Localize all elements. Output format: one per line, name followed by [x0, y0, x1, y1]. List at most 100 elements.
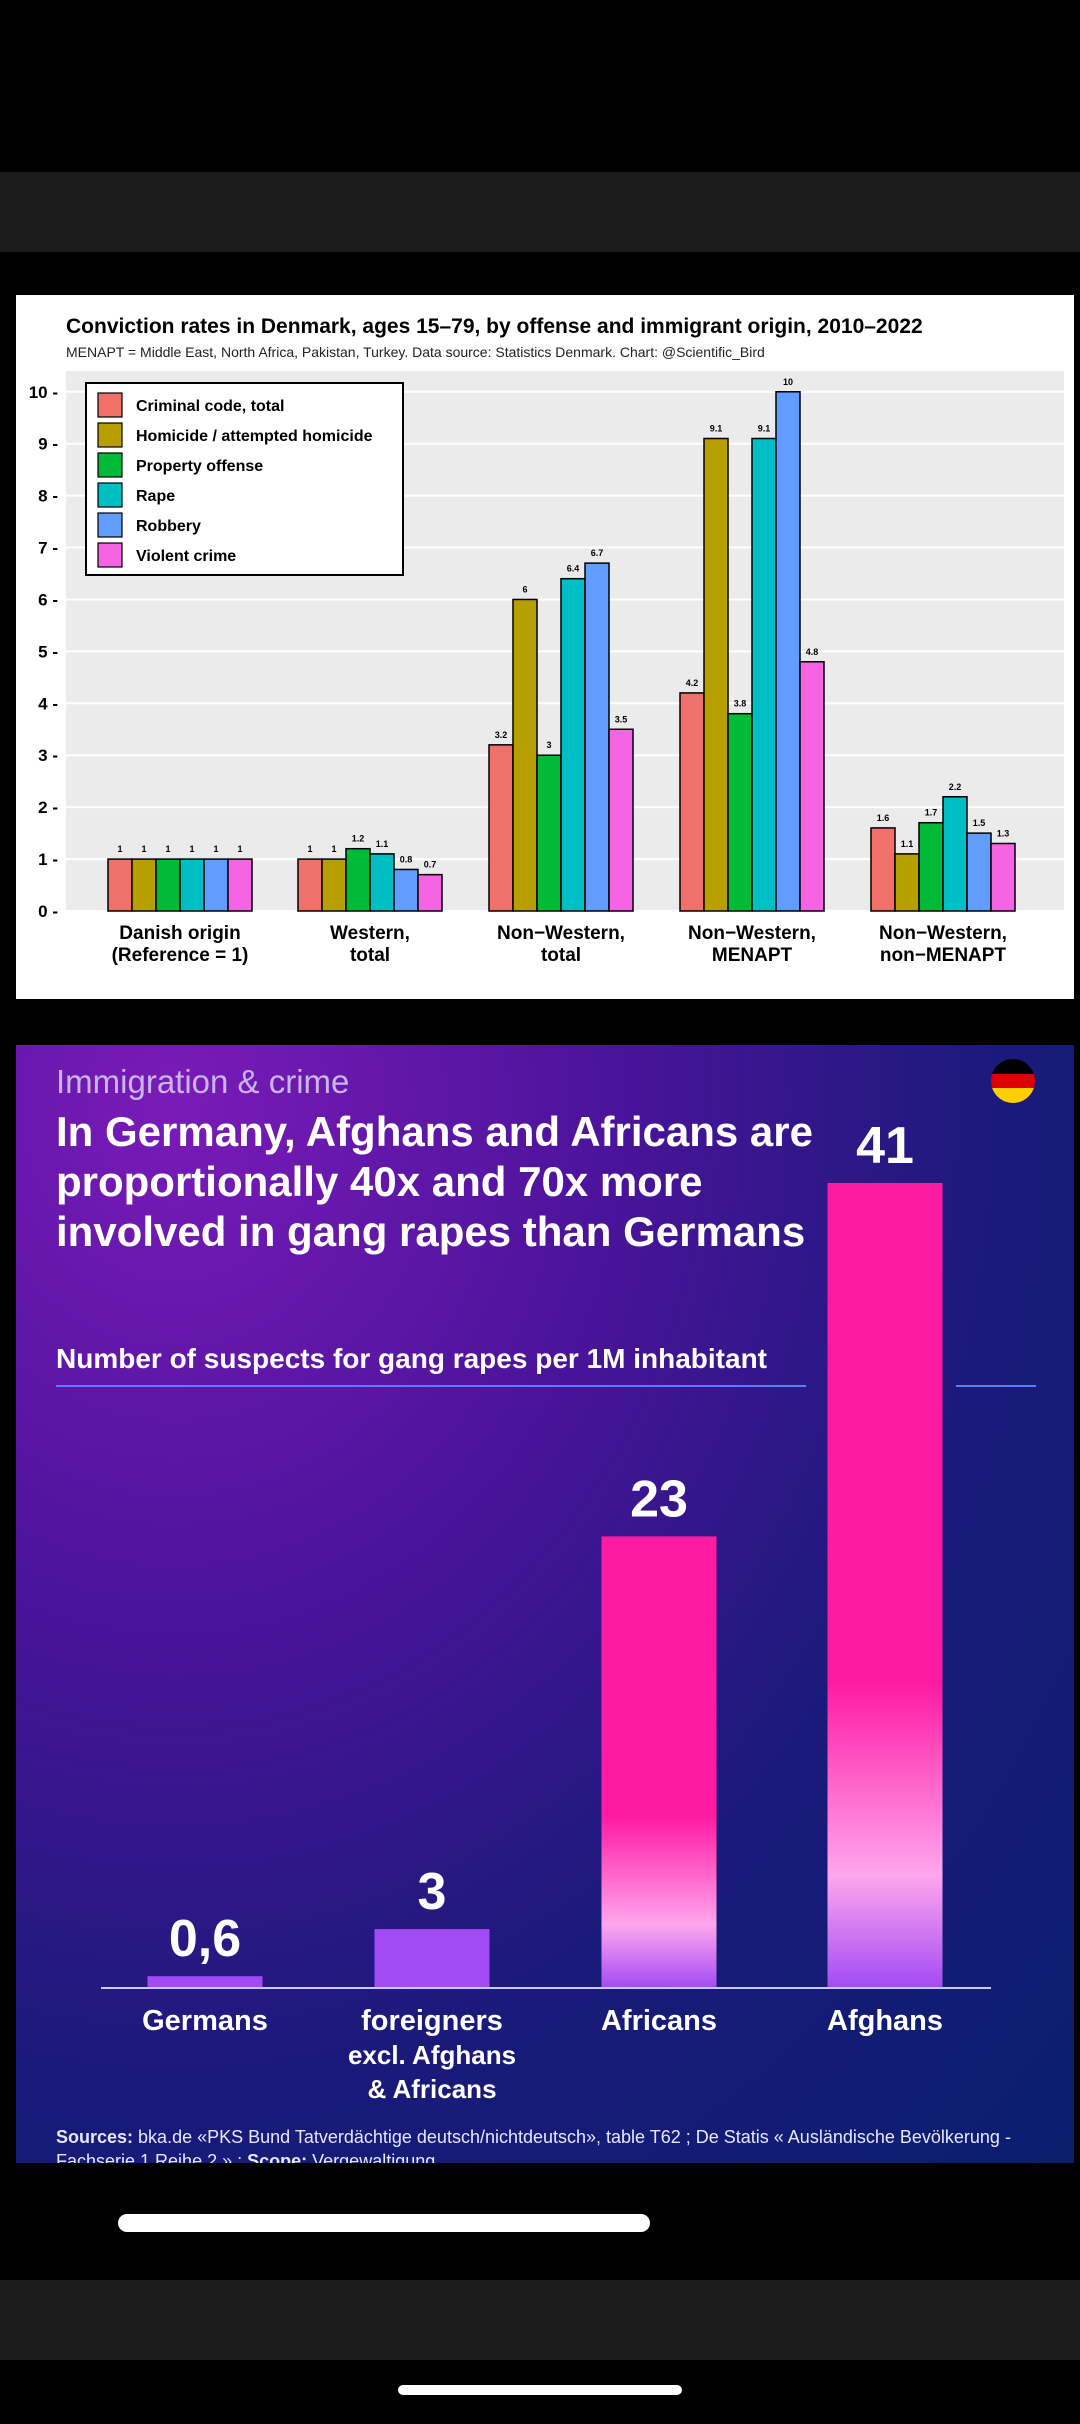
bar-5-1 — [417, 873, 443, 912]
y-tick-label: 6 - — [38, 590, 58, 609]
y-tick-label: 2 - — [38, 798, 58, 817]
y-tick-label: 4 - — [38, 694, 58, 713]
legend-label: Violent crime — [136, 548, 236, 565]
x-category-label: Danish origin (Reference = 1) — [112, 923, 249, 966]
sources-text: bka.de «PKS Bund Tatverdächtige deutsch/… — [56, 2127, 1011, 2163]
chart2-sources: Sources: bka.de «PKS Bund Tatverdächtige… — [56, 2125, 1056, 2163]
home-indicator[interactable] — [398, 2385, 682, 2395]
chart1-title: Conviction rates in Denmark, ages 15–79,… — [66, 315, 923, 338]
bar-2-2 — [536, 754, 562, 912]
bar-3-1 — [369, 853, 395, 912]
bar-value-label: 3 — [546, 740, 551, 750]
chart2-category-label: foreigners excl. Afghans & Africans — [348, 2005, 516, 2104]
bar-value-label: 0.8 — [400, 854, 413, 864]
y-tick-label: 10 - — [29, 383, 58, 402]
bar-value-label: 1.6 — [877, 813, 890, 823]
bar-1-2 — [512, 598, 538, 912]
bar-4-1 — [393, 868, 419, 912]
bar-value-label: 1 — [331, 844, 336, 854]
legend-label: Robbery — [136, 518, 201, 535]
bar-value-label: 1.1 — [901, 839, 914, 849]
chart2-bar-0 — [147, 1976, 263, 1988]
y-tick-label: 8 - — [38, 487, 58, 506]
y-tick-label: 1 - — [38, 850, 58, 869]
bar-value-label: 6.4 — [567, 564, 580, 574]
bar-0-1 — [297, 858, 323, 912]
bar-value-label: 1 — [213, 844, 218, 854]
germany-flag-icon — [991, 1059, 1035, 1103]
legend-swatch — [97, 392, 123, 418]
x-category-label: Non−Western, MENAPT — [688, 923, 816, 966]
bar-3-2 — [560, 577, 586, 912]
bar-2-3 — [727, 712, 753, 912]
bar-value-label: 9.1 — [758, 424, 771, 434]
bar-3-3 — [751, 437, 777, 912]
y-tick-label: 0 - — [38, 902, 58, 921]
bar-3-0 — [179, 858, 205, 912]
bar-1-4 — [894, 853, 920, 912]
bar-value-label: 4.8 — [806, 647, 819, 657]
chart2-category-label: Africans — [601, 2005, 717, 2037]
bar-0-0 — [107, 858, 133, 912]
chart2-value-label: 0,6 — [169, 1910, 241, 1968]
legend-label: Homicide / attempted homicide — [136, 428, 373, 445]
bar-value-label: 1.3 — [997, 829, 1010, 839]
bar-4-3 — [775, 391, 801, 912]
bar-2-1 — [345, 847, 371, 912]
bar-value-label: 1.2 — [352, 834, 365, 844]
chart2-bar-1 — [374, 1929, 490, 1988]
bar-0-2 — [488, 744, 514, 912]
top-band — [0, 172, 1080, 252]
chart2-bar-3 — [827, 1183, 943, 1988]
bar-2-4 — [918, 821, 944, 912]
chart2-value-label: 41 — [856, 1117, 914, 1175]
bar-5-4 — [990, 842, 1016, 912]
bar-3-4 — [942, 796, 968, 912]
bar-value-label: 1 — [237, 844, 242, 854]
bar-value-label: 1 — [117, 844, 122, 854]
bar-value-label: 2.2 — [949, 782, 962, 792]
chart2-divider-right — [956, 1385, 1036, 1387]
chart2-kicker: Immigration & crime — [56, 1063, 350, 1100]
germany-chart: 0,6 Germans 3 foreigners excl. Afghans & Afri… — [101, 1117, 991, 2104]
bar-value-label: 6 — [522, 584, 527, 594]
chart1-subtitle: MENAPT = Middle East, North Africa, Paki… — [66, 344, 765, 360]
bar-5-2 — [608, 728, 634, 912]
bar-5-0 — [227, 858, 253, 912]
chart2-category-label: Afghans — [827, 2005, 943, 2037]
bar-value-label: 0.7 — [424, 860, 437, 870]
bottom-band — [0, 2280, 1080, 2360]
legend-label: Property offense — [136, 458, 263, 475]
chart2-divider — [56, 1385, 806, 1387]
chart2-bar-2 — [601, 1536, 717, 1988]
chart2-value-label: 23 — [630, 1470, 688, 1528]
bar-value-label: 3.2 — [495, 730, 508, 740]
legend-swatch — [97, 542, 123, 568]
scope-text: Vergewaltigung — [312, 2151, 436, 2163]
bar-value-label: 4.2 — [686, 678, 699, 688]
bar-4-0 — [203, 858, 229, 912]
bar-value-label: 3.5 — [615, 714, 628, 724]
y-tick-label: 7 - — [38, 539, 58, 558]
chart2-category-label: Germans — [142, 2005, 268, 2037]
denmark-chart-panel: Conviction rates in Denmark, ages 15–79,… — [16, 295, 1074, 999]
legend-swatch — [97, 422, 123, 448]
scrollbar-handle[interactable] — [118, 2214, 650, 2232]
legend-swatch — [97, 512, 123, 538]
bar-value-label: 9.1 — [710, 424, 723, 434]
y-tick-label: 5 - — [38, 642, 58, 661]
bar-value-label: 1.7 — [925, 808, 938, 818]
y-tick-label: 3 - — [38, 746, 58, 765]
chart2-subtitle: Number of suspects for gang rapes per 1M… — [56, 1343, 768, 1374]
legend-swatch — [97, 452, 123, 478]
bar-value-label: 1.1 — [376, 839, 389, 849]
germany-chart-panel: Immigration & crime In Germany, Afghans … — [16, 1045, 1074, 2163]
x-category-label: Non−Western, non−MENAPT — [879, 923, 1007, 966]
bar-value-label: 6.7 — [591, 548, 604, 558]
bar-value-label: 1 — [165, 844, 170, 854]
bar-0-3 — [679, 692, 705, 912]
denmark-chart: Conviction rates in Denmark, ages 15–79,… — [29, 315, 1064, 966]
chart2-headline: In Germany, Afghans and Africans are pro… — [56, 1108, 813, 1255]
bar-value-label: 1 — [141, 844, 146, 854]
bar-value-label: 10 — [783, 377, 793, 387]
